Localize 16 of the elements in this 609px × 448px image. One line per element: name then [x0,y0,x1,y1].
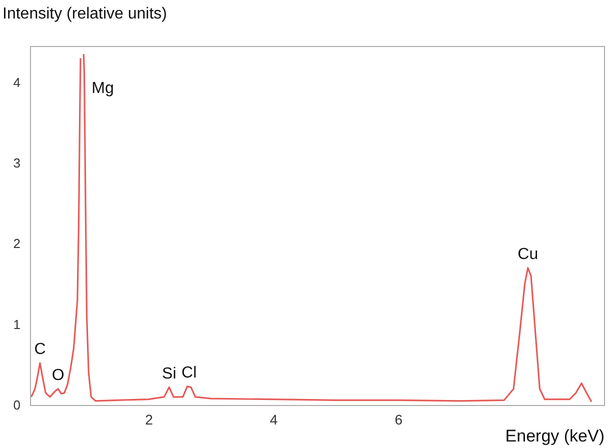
y-tick-label: 0 [13,398,20,412]
annotation: Mg [92,80,114,98]
y-axis-title: Intensity (relative units) [2,6,168,22]
annotation: C [34,341,46,358]
x-tick-label: 2 [145,412,154,428]
y-tick-label: 1 [13,316,20,332]
annotation: Cu [518,246,538,263]
x-axis-title: Energy (keV) [505,426,604,446]
annotation: O [52,366,64,384]
annotation: Si [162,365,176,382]
annotation: Cl [182,364,197,382]
y-tick-label: 2 [13,236,20,252]
x-tick-label: 4 [270,412,278,428]
y-tick-label: 4 [13,74,20,90]
y-tick-label: 3 [13,155,20,170]
x-tick-label: 6 [394,412,403,428]
